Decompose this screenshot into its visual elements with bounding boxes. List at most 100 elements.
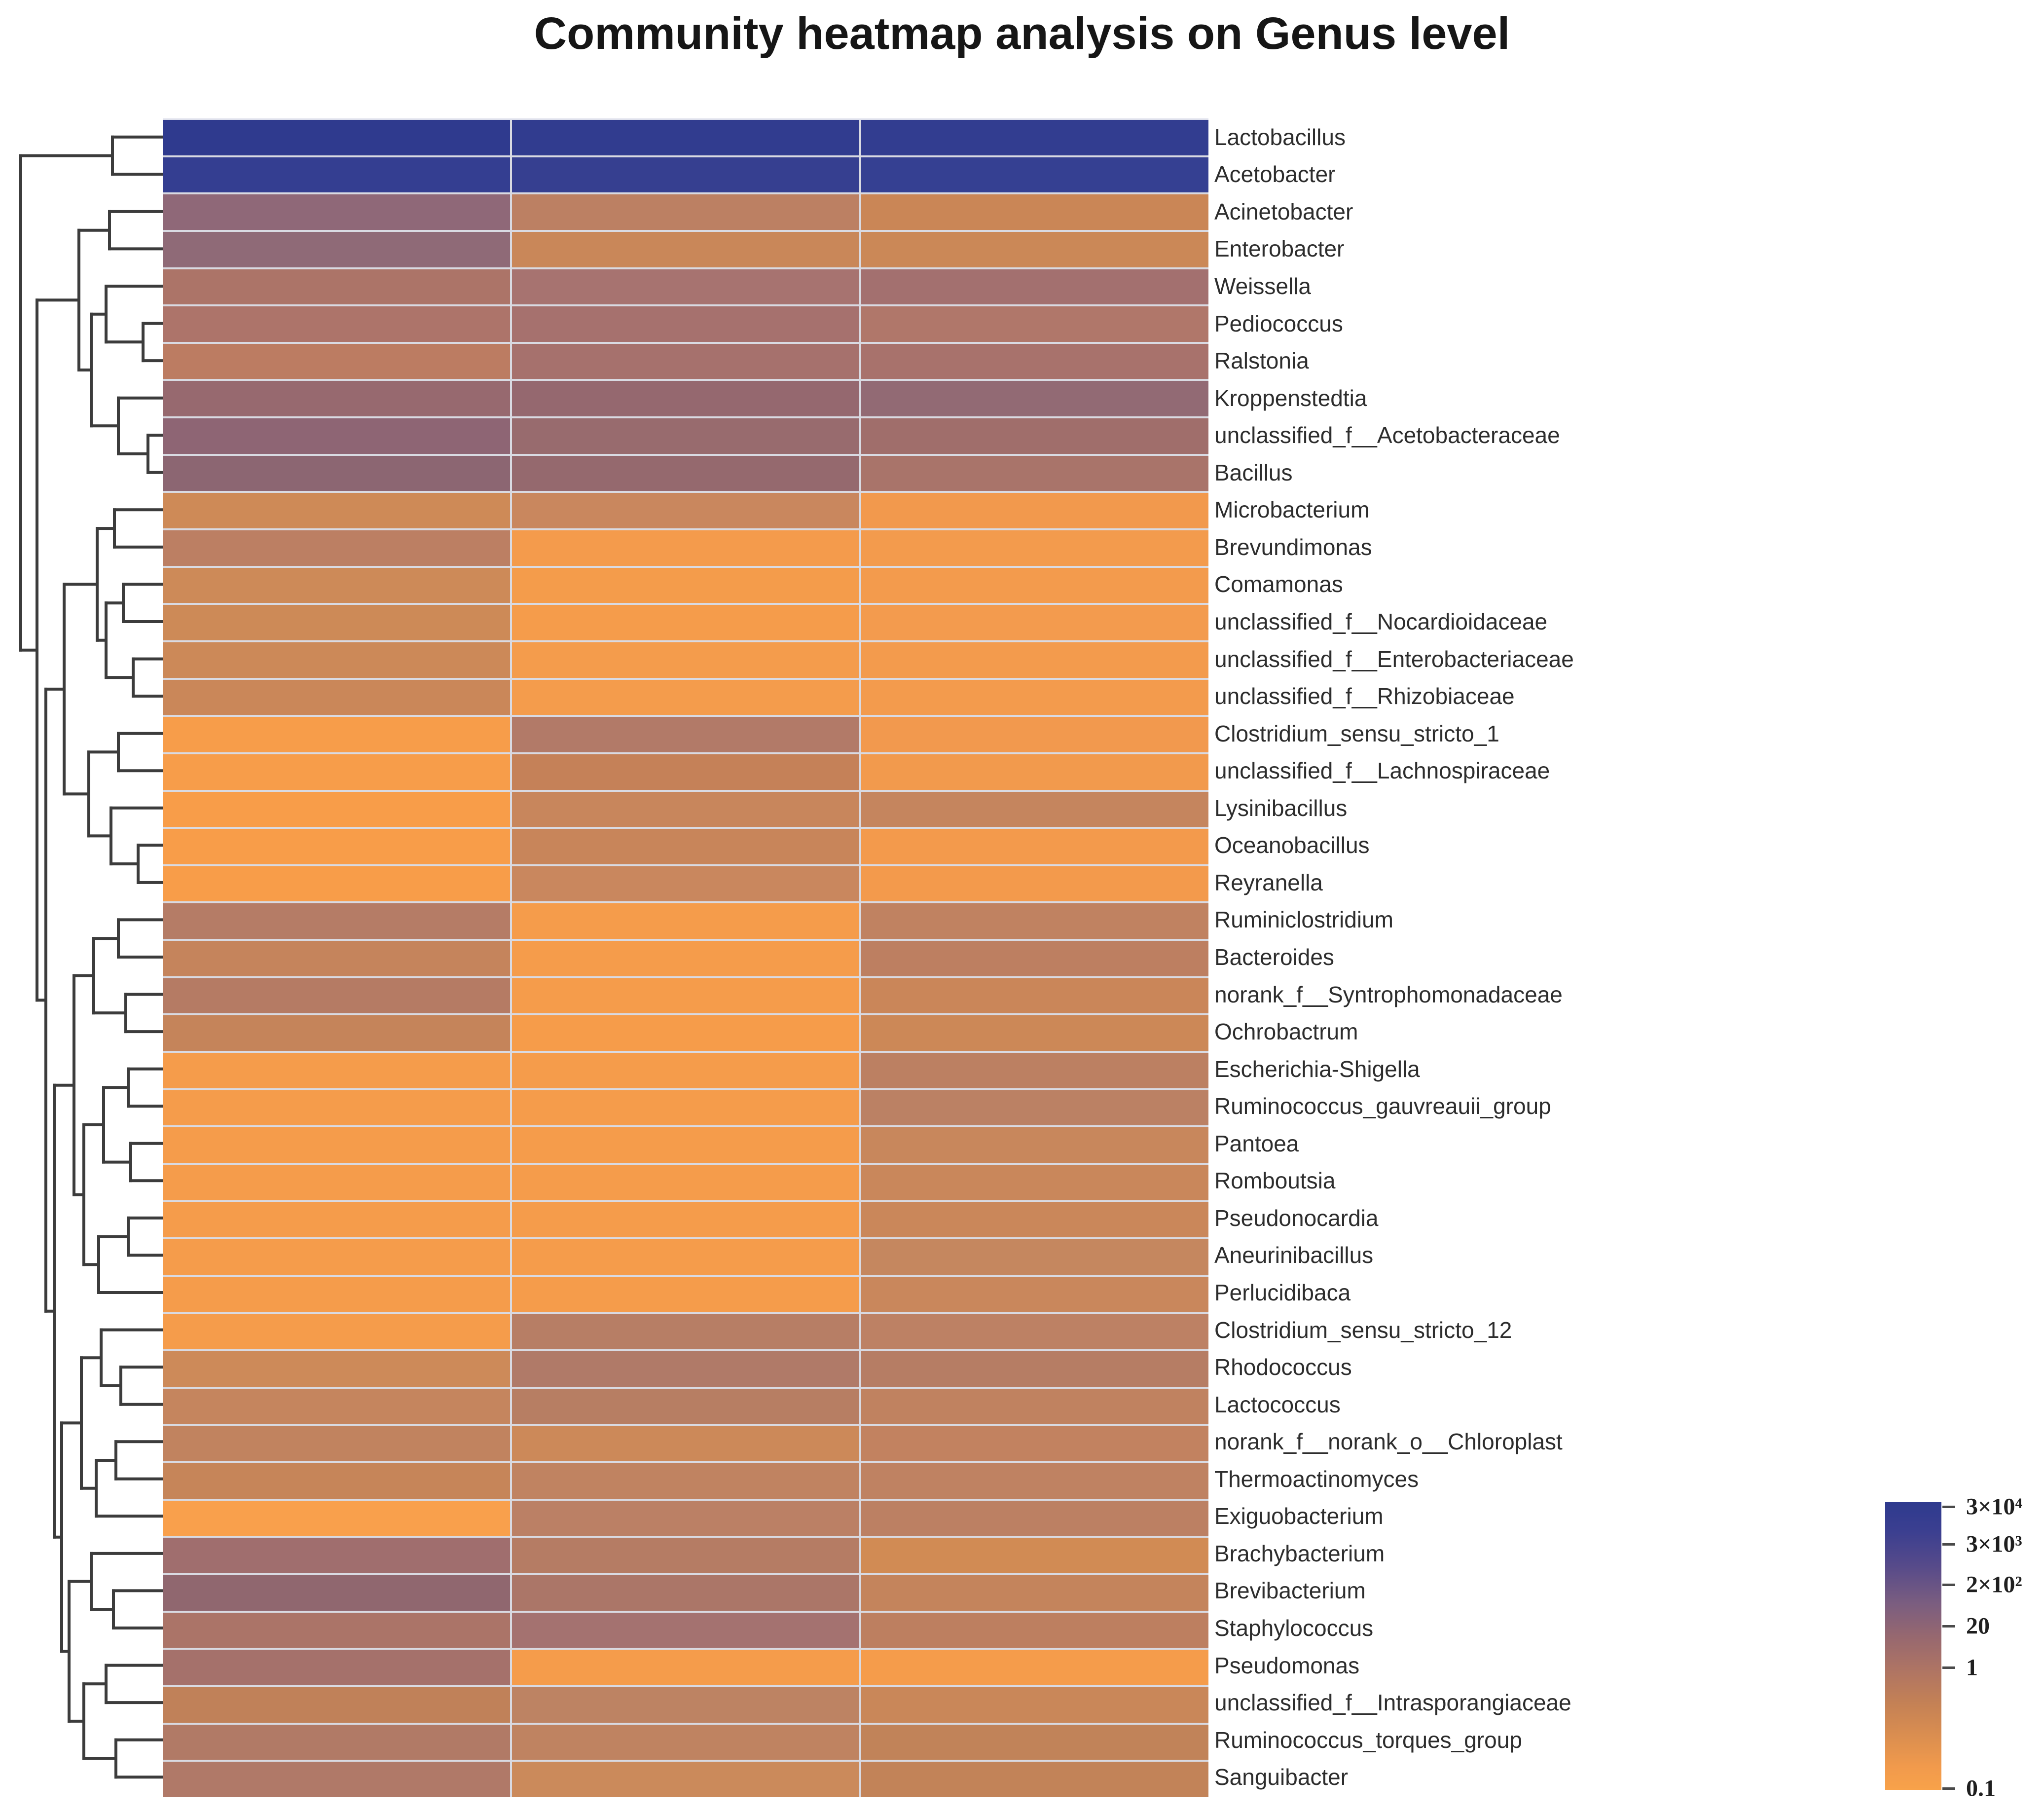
heatmap-cell xyxy=(512,717,859,752)
heatmap-cell xyxy=(861,1202,1208,1238)
heatmap-cell xyxy=(163,941,510,976)
heatmap-cell xyxy=(512,530,859,566)
heatmap-cell xyxy=(512,1239,859,1275)
heatmap-cell xyxy=(861,306,1208,342)
heatmap-cell xyxy=(861,1053,1208,1088)
heatmap-cell xyxy=(163,1762,510,1797)
heatmap-cell xyxy=(861,1164,1208,1200)
row-label: unclassified_f__Intrasporangiaceae xyxy=(1214,1690,1571,1716)
row-label: Thermoactinomyces xyxy=(1214,1466,1419,1492)
heatmap-cell xyxy=(163,717,510,752)
heatmap-cell xyxy=(512,1687,859,1723)
heatmap-cell xyxy=(861,1463,1208,1499)
heatmap-cell xyxy=(512,1463,859,1499)
chart-title: Community heatmap analysis on Genus leve… xyxy=(534,8,1510,59)
heatmap-cell xyxy=(163,1239,510,1275)
heatmap-cell xyxy=(861,1351,1208,1387)
row-label: Enterobacter xyxy=(1214,236,1345,262)
heatmap-cell xyxy=(163,1351,510,1387)
heatmap-cell xyxy=(163,493,510,529)
heatmap-cell xyxy=(163,1463,510,1499)
heatmap-cell xyxy=(512,1426,859,1462)
row-label: unclassified_f__Enterobacteriaceae xyxy=(1214,646,1574,672)
heatmap-cell xyxy=(163,605,510,640)
heatmap-cell xyxy=(512,455,859,491)
row-label: Brachybacterium xyxy=(1214,1540,1385,1566)
row-label: Kroppenstedtia xyxy=(1214,385,1367,411)
heatmap-cell xyxy=(861,455,1208,491)
heatmap-cell xyxy=(163,1015,510,1051)
heatmap-cell xyxy=(163,1314,510,1350)
heatmap-cell xyxy=(861,941,1208,976)
heatmap-cell xyxy=(163,679,510,715)
heatmap-cell xyxy=(163,1650,510,1686)
heatmap-cell xyxy=(861,194,1208,230)
heatmap-cell xyxy=(512,903,859,939)
heatmap-cell xyxy=(861,1127,1208,1163)
heatmap-cell xyxy=(861,1724,1208,1760)
heatmap-cell xyxy=(512,941,859,976)
heatmap-cell xyxy=(512,306,859,342)
heatmap-cell xyxy=(163,1164,510,1200)
heatmap-cell xyxy=(512,1090,859,1126)
heatmap-cell xyxy=(512,605,859,640)
heatmap-cell xyxy=(163,754,510,790)
row-label: Pediococcus xyxy=(1214,310,1343,336)
heatmap-cell xyxy=(861,381,1208,417)
row-label: Acinetobacter xyxy=(1214,198,1353,224)
row-label: Ruminococcus_gauvreauii_group xyxy=(1214,1093,1551,1119)
row-label: Brevibacterium xyxy=(1214,1578,1366,1604)
heatmap-cell xyxy=(861,1314,1208,1350)
heatmap-cell xyxy=(512,791,859,827)
heatmap-cell xyxy=(512,567,859,603)
heatmap-cell xyxy=(512,679,859,715)
row-label: Sanguibacter xyxy=(1214,1764,1349,1790)
heatmap-cell xyxy=(163,194,510,230)
heatmap-cell xyxy=(163,1388,510,1424)
heatmap-cell xyxy=(163,1127,510,1163)
row-labels: Lactobacillus Acetobacter Acinetobacter Ent… xyxy=(1214,118,1856,1796)
heatmap-cell xyxy=(163,418,510,454)
row-label: Ochrobactrum xyxy=(1214,1019,1358,1045)
heatmap-cell xyxy=(163,903,510,939)
heatmap-cell xyxy=(861,157,1208,193)
heatmap-cell xyxy=(163,1053,510,1088)
heatmap-cell xyxy=(512,829,859,864)
heatmap-cell xyxy=(512,343,859,379)
heatmap-cell xyxy=(163,1724,510,1760)
row-label: Lysinibacillus xyxy=(1214,795,1348,821)
row-label: Weissella xyxy=(1214,273,1311,299)
heatmap-cell xyxy=(861,605,1208,640)
heatmap-cell xyxy=(861,269,1208,305)
row-label: Lactobacillus xyxy=(1214,124,1346,150)
heatmap-cell xyxy=(512,1314,859,1350)
heatmap-cell xyxy=(163,1687,510,1723)
heatmap-cell xyxy=(163,1612,510,1648)
row-label: Aneurinibacillus xyxy=(1214,1242,1374,1268)
heatmap-cell xyxy=(512,866,859,902)
row-label: Exiguobacterium xyxy=(1214,1503,1384,1529)
row-label: norank_f__Syntrophomonadaceae xyxy=(1214,981,1563,1007)
heatmap-cell xyxy=(512,1762,859,1797)
row-label: Acetobacter xyxy=(1214,161,1336,187)
row-label: Brevundimonas xyxy=(1214,534,1372,560)
heatmap-cell xyxy=(163,978,510,1014)
row-label: Ruminiclostridium xyxy=(1214,907,1393,933)
row-label: Perlucidibaca xyxy=(1214,1279,1351,1305)
row-label: unclassified_f__Acetobacteraceae xyxy=(1214,422,1560,448)
heatmap-cell xyxy=(861,418,1208,454)
heatmap-cell xyxy=(861,978,1208,1014)
heatmap-cell xyxy=(512,1724,859,1760)
heatmap-cell xyxy=(861,679,1208,715)
heatmap-cell xyxy=(163,530,510,566)
heatmap-cell xyxy=(861,1015,1208,1051)
heatmap-cell xyxy=(861,120,1208,155)
heatmap-cell xyxy=(861,866,1208,902)
row-label: Pseudonocardia xyxy=(1214,1205,1379,1231)
heatmap-cell xyxy=(512,642,859,678)
heatmap-cell xyxy=(861,1650,1208,1686)
heatmap-cell xyxy=(861,343,1208,379)
heatmap-cell xyxy=(512,1015,859,1051)
